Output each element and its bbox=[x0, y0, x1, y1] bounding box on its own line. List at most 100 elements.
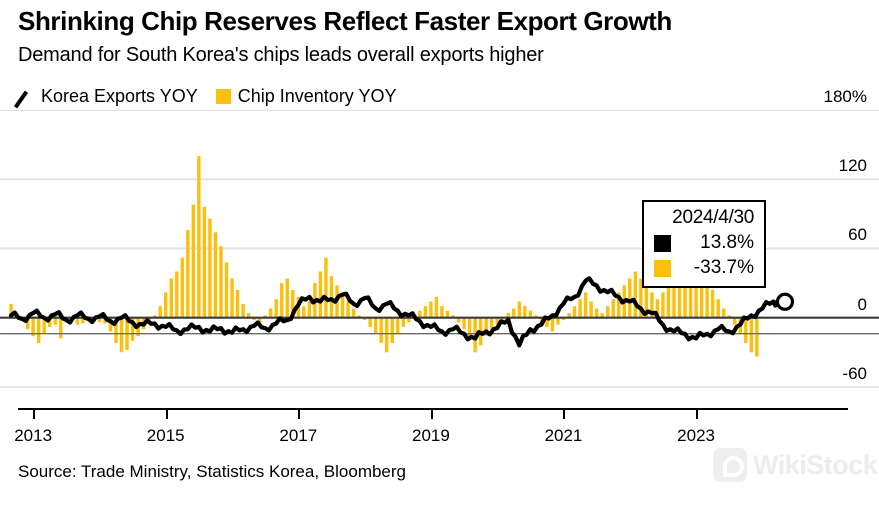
bar bbox=[639, 278, 643, 318]
x-axis-tick bbox=[696, 410, 699, 419]
bar bbox=[694, 271, 698, 318]
bar bbox=[274, 299, 278, 318]
tooltip-swatch-yellow-icon bbox=[654, 259, 671, 277]
bar bbox=[650, 292, 654, 318]
x-axis-tick-label: 2015 bbox=[146, 426, 185, 445]
bar bbox=[655, 299, 660, 318]
bar bbox=[263, 315, 267, 318]
watermark-logo-icon bbox=[713, 448, 747, 482]
line-marker-icon bbox=[18, 88, 34, 106]
bar bbox=[208, 218, 212, 318]
bar bbox=[280, 283, 284, 318]
bar bbox=[440, 306, 444, 318]
x-axis-labels: 2013 2015 2017 2019 2021 2023 bbox=[0, 408, 879, 458]
tooltip-row-exports: 13.8% bbox=[654, 232, 754, 254]
bar bbox=[677, 266, 682, 318]
bar bbox=[688, 266, 693, 318]
x-axis-tick-label: 2017 bbox=[279, 426, 318, 445]
bar bbox=[246, 313, 251, 318]
tooltip-row-inventory: -33.7% bbox=[654, 257, 754, 279]
bar bbox=[418, 310, 422, 318]
bar bbox=[429, 301, 433, 318]
bar bbox=[368, 317, 372, 327]
bar bbox=[699, 276, 704, 318]
bar bbox=[550, 317, 555, 332]
bar bbox=[164, 292, 168, 318]
bar bbox=[545, 317, 549, 327]
bar bbox=[257, 317, 262, 323]
legend-item-korea-exports[interactable]: Korea Exports YOY bbox=[18, 86, 198, 107]
bar bbox=[202, 206, 207, 318]
bar bbox=[456, 317, 461, 323]
chart-legend: Korea Exports YOY Chip Inventory YOY bbox=[18, 86, 397, 107]
bar bbox=[75, 317, 80, 325]
bar bbox=[119, 317, 124, 353]
bar bbox=[523, 306, 527, 318]
bar bbox=[42, 317, 46, 334]
bar bbox=[224, 262, 229, 318]
bar bbox=[357, 315, 361, 318]
bar bbox=[230, 278, 234, 318]
bar bbox=[302, 306, 306, 318]
bar bbox=[721, 308, 726, 318]
legend-item-chip-inventory[interactable]: Chip Inventory YOY bbox=[215, 86, 397, 107]
bar bbox=[108, 317, 113, 332]
bar bbox=[197, 156, 201, 318]
bar bbox=[97, 317, 102, 323]
watermark-text: WikiStock bbox=[753, 449, 878, 480]
legend-label-korea-exports: Korea Exports YOY bbox=[41, 86, 198, 106]
bar bbox=[362, 317, 367, 320]
bar bbox=[617, 292, 621, 318]
bar bbox=[572, 306, 577, 318]
bar bbox=[401, 317, 405, 327]
x-axis-line bbox=[18, 408, 848, 410]
bar bbox=[324, 257, 328, 318]
bar bbox=[340, 292, 345, 318]
bar bbox=[462, 317, 466, 330]
bar bbox=[489, 317, 494, 330]
source-note: Source: Trade Ministry, Statistics Korea… bbox=[18, 462, 407, 481]
bar bbox=[611, 299, 615, 318]
bar bbox=[451, 315, 455, 318]
bar bbox=[385, 317, 389, 353]
bar bbox=[31, 317, 35, 337]
x-axis-tick-label: 2023 bbox=[677, 426, 715, 445]
x-axis-tick-label: 2013 bbox=[14, 426, 53, 445]
x-axis-tick-label: 2021 bbox=[544, 426, 583, 445]
bar bbox=[733, 317, 737, 325]
bar bbox=[578, 299, 582, 318]
tooltip-value-exports: 13.8% bbox=[700, 232, 754, 253]
bar bbox=[539, 317, 544, 323]
bar bbox=[633, 271, 638, 318]
bar bbox=[390, 317, 394, 344]
bar bbox=[285, 278, 289, 318]
bar bbox=[583, 292, 588, 318]
bar bbox=[589, 301, 593, 318]
tooltip-date: 2024/4/30 bbox=[672, 207, 754, 228]
bar bbox=[268, 308, 273, 318]
bar bbox=[445, 310, 450, 318]
bar bbox=[506, 313, 510, 318]
watermark: WikiStock bbox=[713, 448, 878, 482]
bar bbox=[346, 301, 350, 318]
bar bbox=[556, 317, 560, 325]
bar bbox=[600, 313, 604, 318]
x-axis-tick bbox=[165, 410, 168, 419]
page-subtitle: Demand for South Korea's chips leads ove… bbox=[18, 44, 544, 66]
page-title: Shrinking Chip Reserves Reflect Faster E… bbox=[18, 6, 672, 36]
bar bbox=[501, 317, 505, 320]
bar bbox=[528, 310, 533, 318]
bar bbox=[710, 290, 715, 318]
line-series bbox=[8, 276, 782, 348]
bar bbox=[158, 306, 162, 318]
bar bbox=[9, 303, 13, 318]
square-marker-icon bbox=[215, 89, 231, 104]
bar bbox=[661, 292, 665, 318]
bar bbox=[213, 232, 218, 318]
bar bbox=[59, 317, 63, 339]
bar bbox=[219, 246, 223, 318]
bar bbox=[561, 317, 566, 320]
bar bbox=[130, 317, 135, 341]
bar bbox=[467, 317, 472, 339]
